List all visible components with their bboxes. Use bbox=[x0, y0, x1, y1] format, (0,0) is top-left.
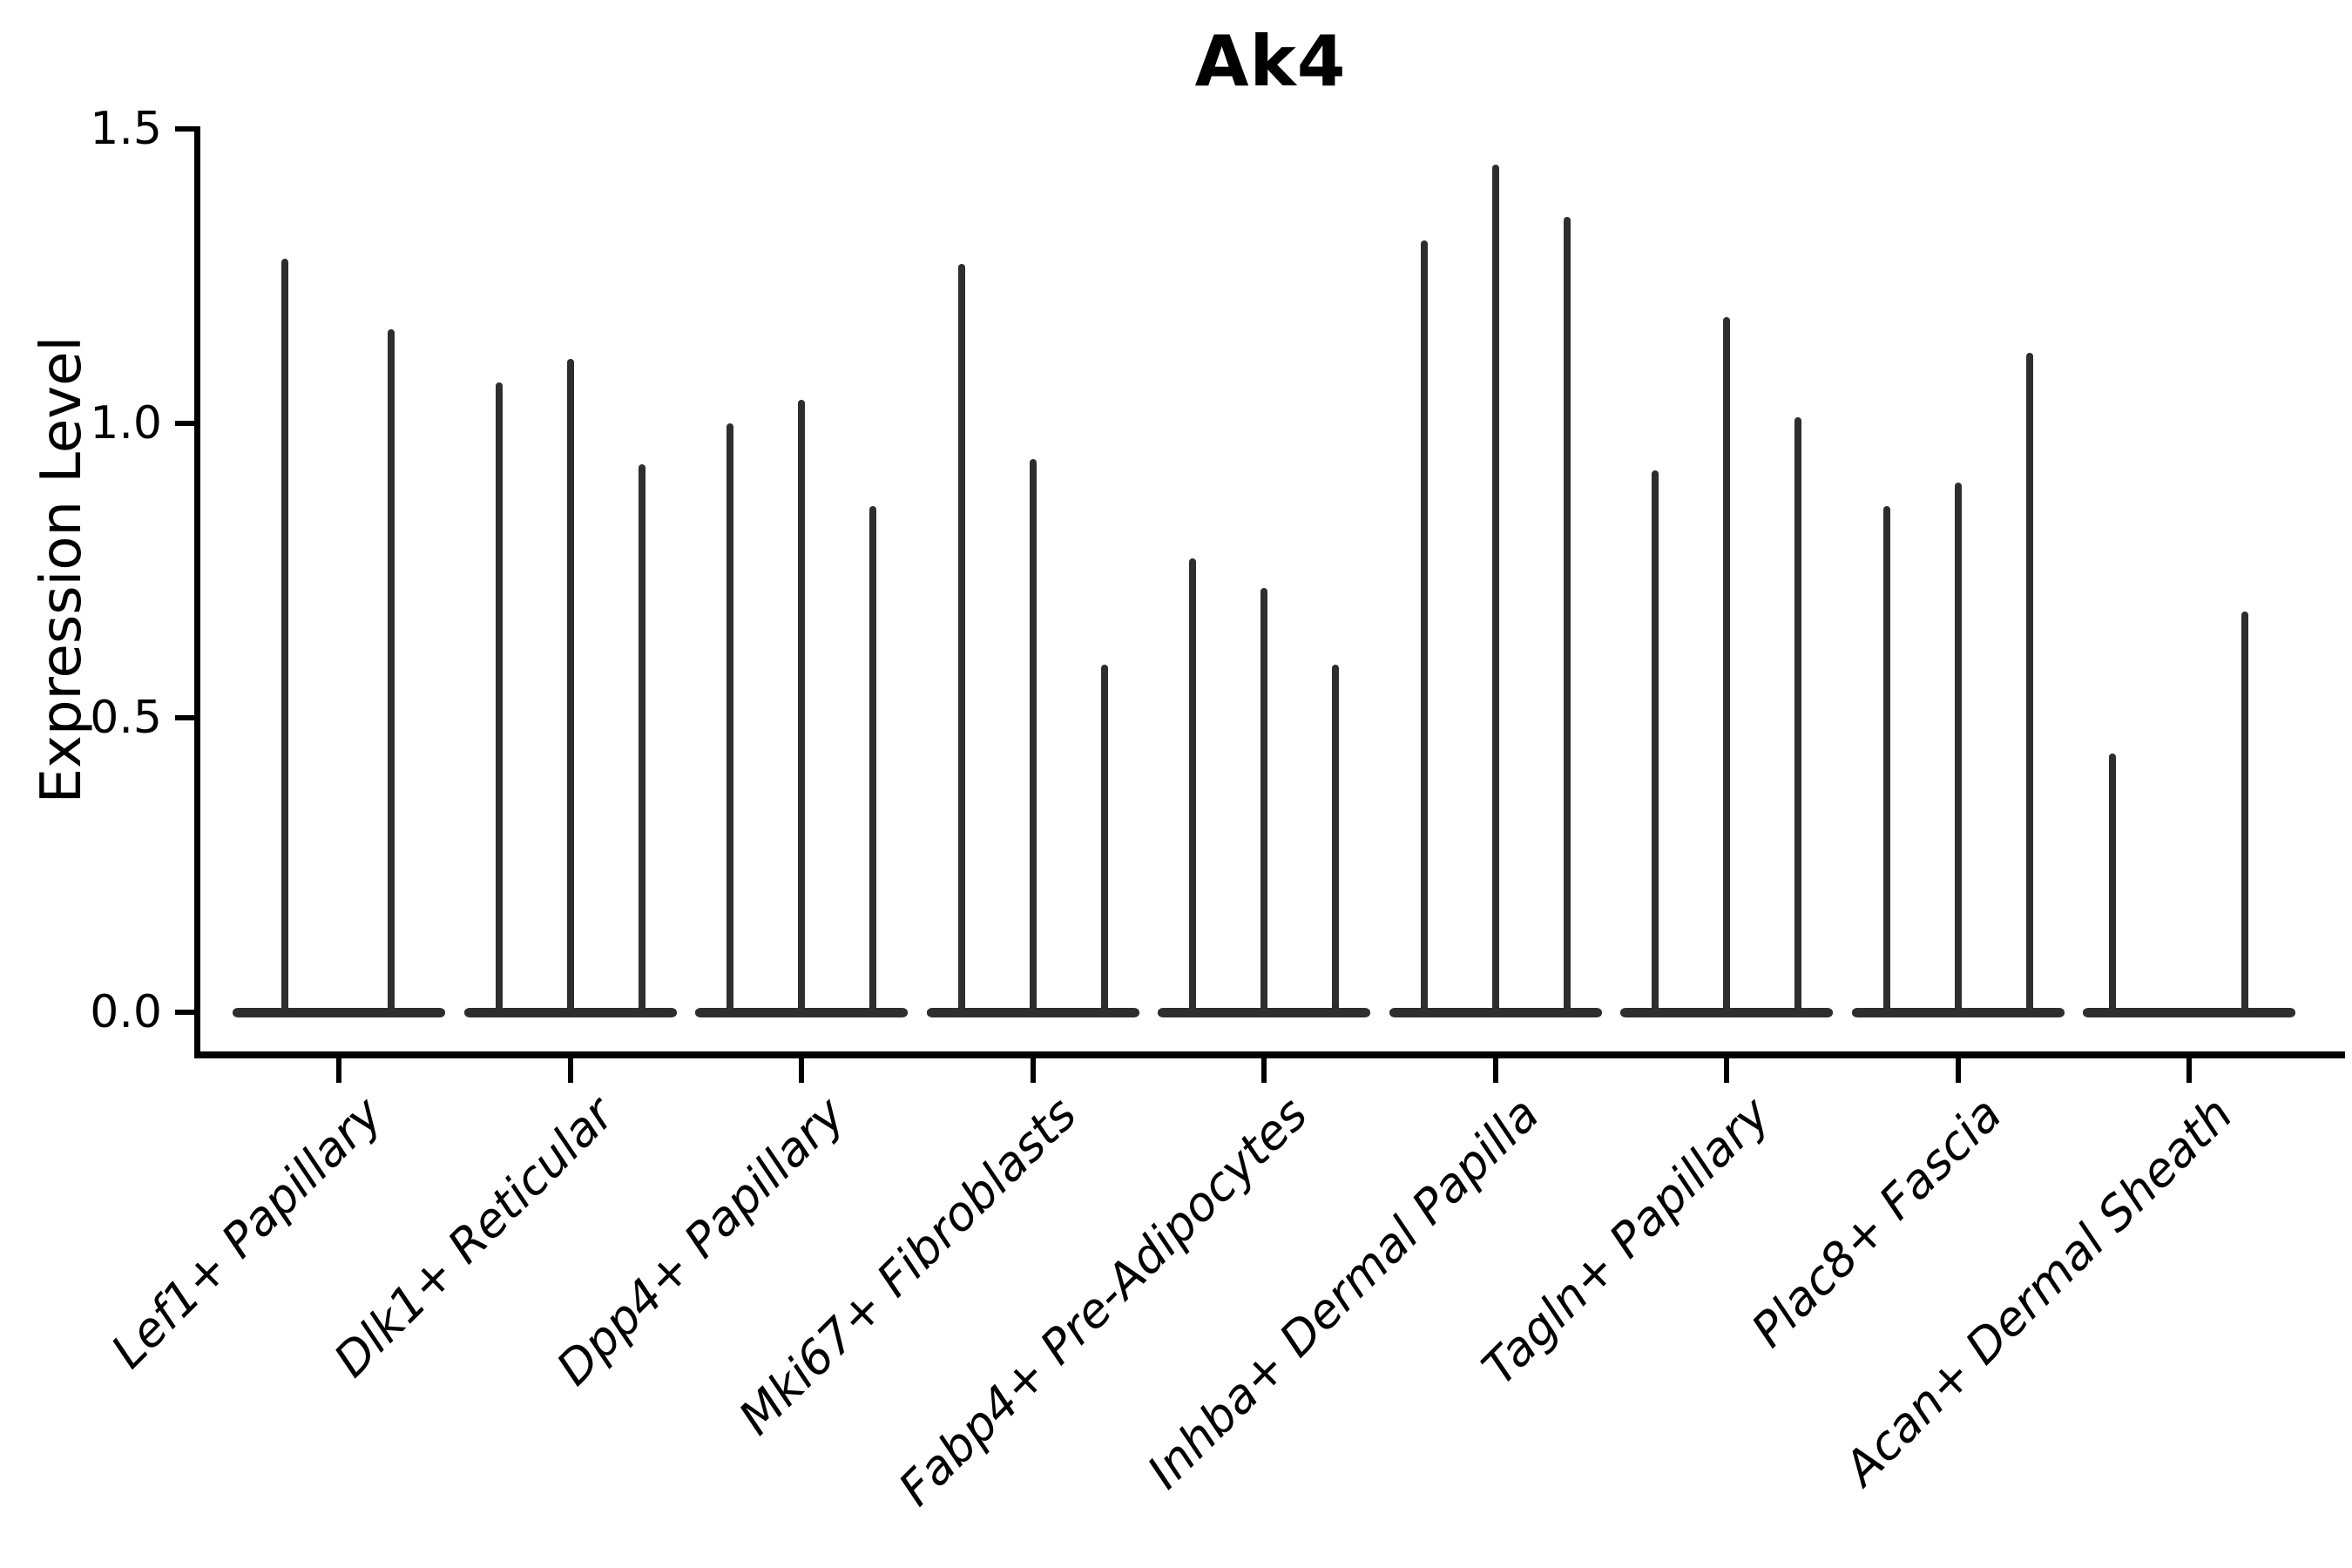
violin-base bbox=[695, 1007, 908, 1017]
violin-spike bbox=[566, 358, 574, 1016]
violin-base bbox=[233, 1007, 445, 1017]
x-tick-mark bbox=[2186, 1058, 2192, 1083]
violin-spike bbox=[798, 399, 805, 1016]
violin-spike bbox=[2025, 352, 2033, 1016]
y-tick-label: 0.0 bbox=[90, 986, 162, 1038]
x-tick-mark bbox=[1261, 1058, 1267, 1083]
y-axis-spine bbox=[194, 126, 200, 1058]
chart-title: Ak4 bbox=[1194, 21, 1347, 102]
violin-spike bbox=[1332, 665, 1339, 1016]
violin-spike bbox=[1029, 458, 1037, 1016]
violin-spike bbox=[1189, 558, 1196, 1016]
y-tick-label: 0.5 bbox=[90, 692, 162, 744]
violin-spike bbox=[1260, 588, 1267, 1016]
violin-base bbox=[1620, 1007, 1833, 1017]
violin-spike bbox=[1100, 665, 1108, 1016]
violin-spike bbox=[1563, 217, 1571, 1016]
x-tick-mark bbox=[567, 1058, 573, 1083]
violin-base bbox=[2083, 1007, 2295, 1017]
violin-base bbox=[1158, 1007, 1370, 1017]
violin-spike bbox=[638, 464, 645, 1016]
y-tick-mark bbox=[175, 1010, 194, 1015]
y-axis-label: Expression Level bbox=[30, 335, 94, 804]
y-tick-mark bbox=[175, 715, 194, 720]
violin-base bbox=[1389, 1007, 1602, 1017]
violin-spike bbox=[495, 382, 503, 1016]
violin-spike bbox=[1882, 505, 1890, 1016]
x-axis-spine bbox=[194, 1051, 2345, 1058]
violin-spike bbox=[1954, 482, 1962, 1016]
violin-base bbox=[1851, 1007, 2065, 1017]
violin-spike bbox=[2109, 753, 2116, 1016]
y-tick-label: 1.0 bbox=[90, 397, 162, 449]
violin-spike bbox=[1794, 417, 1801, 1016]
x-tick-mark bbox=[1724, 1058, 1729, 1083]
violin-spike bbox=[869, 505, 876, 1016]
x-tick-mark bbox=[1955, 1058, 1961, 1083]
x-tick-mark bbox=[1492, 1058, 1498, 1083]
violin-base bbox=[463, 1007, 677, 1017]
violin-spike bbox=[388, 328, 395, 1016]
violin-spike bbox=[1420, 240, 1428, 1016]
x-tick-mark bbox=[1030, 1058, 1036, 1083]
x-tick-mark bbox=[799, 1058, 804, 1083]
y-tick-label: 1.5 bbox=[90, 103, 162, 155]
violin-spike bbox=[2241, 612, 2248, 1016]
x-tick-mark bbox=[336, 1058, 341, 1083]
violin-spike bbox=[957, 264, 965, 1016]
violin-spike bbox=[1491, 164, 1499, 1016]
y-tick-mark bbox=[175, 126, 194, 132]
violin-spike bbox=[727, 423, 733, 1016]
violin-base bbox=[926, 1007, 1139, 1017]
violin-spike bbox=[1652, 470, 1659, 1016]
violin-spike bbox=[281, 258, 288, 1016]
y-tick-mark bbox=[175, 421, 194, 426]
violin-spike bbox=[1723, 317, 1730, 1016]
